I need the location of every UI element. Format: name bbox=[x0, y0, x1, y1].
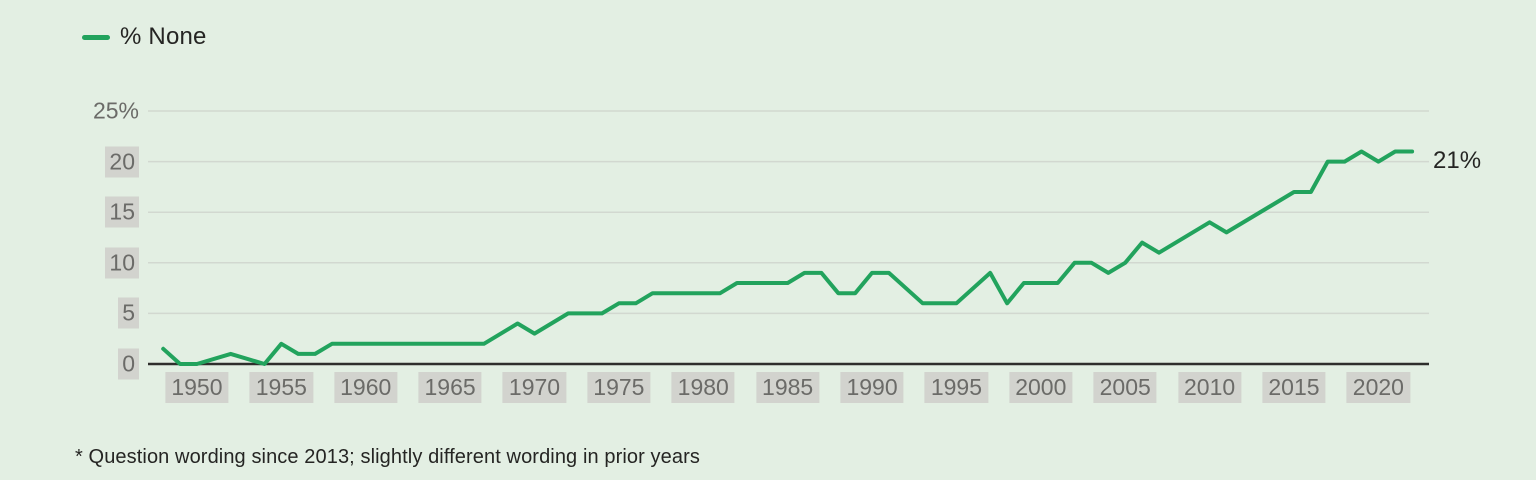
x-tick-label: 1990 bbox=[840, 372, 904, 403]
x-tick-label: 2000 bbox=[1009, 372, 1073, 403]
x-tick-label: 1965 bbox=[418, 372, 482, 403]
x-tick-label: 2015 bbox=[1262, 372, 1326, 403]
y-tick-text: 0 bbox=[118, 348, 139, 380]
y-tick-text: 25% bbox=[92, 97, 139, 124]
y-tick-text: 10 bbox=[105, 247, 139, 279]
legend-label: % None bbox=[120, 23, 207, 50]
y-tick-text: 5 bbox=[118, 297, 139, 329]
x-tick-label: 1960 bbox=[334, 372, 398, 403]
x-tick-label: 1950 bbox=[165, 372, 229, 403]
legend-line-swatch bbox=[82, 34, 110, 40]
footnote-text: * Question wording since 2013; slightly … bbox=[75, 446, 700, 468]
y-tick-label: 25% bbox=[83, 98, 139, 125]
y-tick-text: 20 bbox=[105, 146, 139, 178]
y-tick-label: 15 bbox=[83, 196, 139, 228]
y-tick-text: 15 bbox=[105, 196, 139, 228]
x-tick-label: 1955 bbox=[249, 372, 313, 403]
legend: % None bbox=[82, 23, 207, 51]
trend-line bbox=[161, 149, 1415, 366]
x-tick-label: 1970 bbox=[502, 372, 567, 403]
y-tick-label: 0 bbox=[83, 348, 139, 380]
y-tick-label: 20 bbox=[83, 146, 139, 178]
x-tick-label: 1975 bbox=[587, 372, 651, 403]
x-tick-label: 1995 bbox=[924, 372, 989, 403]
y-tick-label: 10 bbox=[83, 247, 139, 279]
x-tick-label: 2010 bbox=[1177, 372, 1242, 403]
x-tick-label: 2005 bbox=[1093, 372, 1157, 403]
x-tick-label: 1985 bbox=[756, 372, 820, 403]
y-tick-label: 5 bbox=[83, 297, 139, 329]
series-end-value-label: 21% bbox=[1433, 147, 1482, 175]
x-tick-label: 2020 bbox=[1346, 372, 1410, 403]
x-tick-label: 1980 bbox=[671, 372, 735, 403]
